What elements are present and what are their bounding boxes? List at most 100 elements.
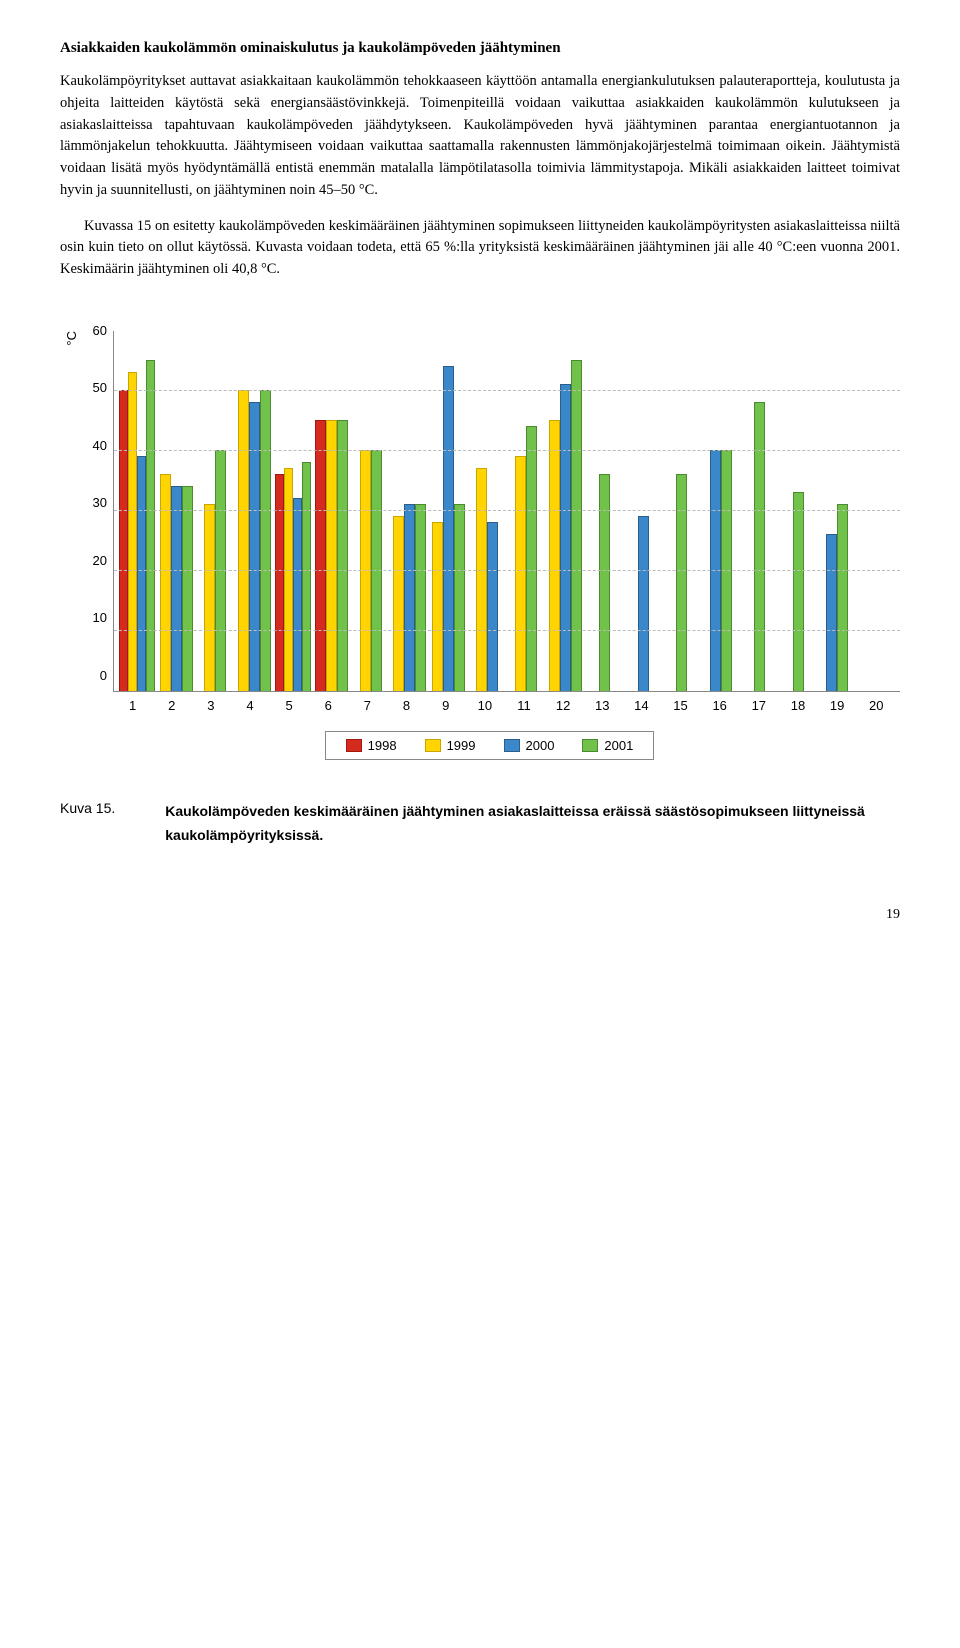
bar-2000: [249, 402, 260, 691]
bar-2000: [638, 516, 649, 691]
x-tick: 16: [702, 698, 738, 713]
x-axis-ticks: 1234567891011121314151617181920: [79, 692, 900, 713]
x-tick: 2: [154, 698, 190, 713]
legend-item: 1998: [346, 738, 397, 753]
bar-group: [236, 390, 272, 691]
gridline: [114, 390, 900, 391]
x-tick: 18: [780, 698, 816, 713]
legend-swatch: [425, 739, 441, 752]
bar-2001: [182, 486, 193, 691]
bar-1999: [515, 456, 526, 691]
bar-2001: [599, 474, 610, 691]
bar-group: [469, 468, 505, 691]
x-tick: 17: [741, 698, 777, 713]
gridline: [114, 630, 900, 631]
legend-item: 2000: [504, 738, 555, 753]
plot-area: [113, 331, 900, 692]
legend-label: 2001: [604, 738, 633, 753]
bar-group: [508, 426, 544, 691]
x-tick: 10: [467, 698, 503, 713]
x-tick: 7: [349, 698, 385, 713]
bar-group: [781, 492, 817, 691]
figure-text: Kaukolämpöveden keskimääräinen jäähtymin…: [165, 800, 900, 848]
bar-group: [119, 360, 155, 691]
bar-2001: [415, 504, 426, 691]
section-heading: Asiakkaiden kaukolämmön ominaiskulutus j…: [60, 40, 900, 57]
chart-legend: 1998 1999 2000 2001: [325, 731, 655, 760]
legend-label: 1999: [447, 738, 476, 753]
x-tick: 13: [584, 698, 620, 713]
bar-2000: [560, 384, 571, 691]
paragraph-1: Kaukolämpöyritykset auttavat asiakkaitaa…: [60, 71, 900, 202]
figure-caption: Kuva 15. Kaukolämpöveden keskimääräinen …: [60, 800, 900, 848]
x-tick: 19: [819, 698, 855, 713]
bar-group: [664, 474, 700, 691]
bar-1998: [119, 390, 128, 691]
bar-2000: [293, 498, 302, 691]
x-tick: 8: [389, 698, 425, 713]
bar-group: [392, 504, 428, 691]
legend-item: 2001: [582, 738, 633, 753]
bar-2001: [337, 420, 348, 691]
bar-group: [742, 402, 778, 691]
bar-1999: [238, 390, 249, 691]
y-axis-label: °C: [60, 331, 79, 526]
bar-group: [819, 504, 855, 691]
x-tick: 14: [623, 698, 659, 713]
bar-2001: [526, 426, 537, 691]
bar-2000: [443, 366, 454, 691]
y-tick: 60: [79, 323, 107, 338]
bar-2000: [404, 504, 415, 691]
legend-swatch: [504, 739, 520, 752]
y-tick: 10: [79, 610, 107, 625]
page-number: 19: [60, 907, 900, 923]
bar-1999: [476, 468, 487, 691]
legend-label: 2000: [526, 738, 555, 753]
y-axis-ticks: 6050403020100: [79, 323, 113, 683]
bar-1999: [326, 420, 337, 691]
x-tick: 9: [428, 698, 464, 713]
y-tick: 20: [79, 553, 107, 568]
bar-2001: [793, 492, 804, 691]
bar-2000: [137, 456, 146, 691]
y-tick: 30: [79, 495, 107, 510]
x-tick: 3: [193, 698, 229, 713]
paragraph-2: Kuvassa 15 on esitetty kaukolämpöveden k…: [60, 216, 900, 281]
x-tick: 5: [271, 698, 307, 713]
gridline: [114, 510, 900, 511]
bar-group: [275, 462, 311, 691]
bar-2001: [260, 390, 271, 691]
figure-label: Kuva 15.: [60, 800, 115, 848]
bar-2001: [146, 360, 155, 691]
y-tick: 50: [79, 380, 107, 395]
bar-1998: [315, 420, 326, 691]
bar-2001: [454, 504, 465, 691]
legend-item: 1999: [425, 738, 476, 753]
bar-group: [625, 516, 661, 691]
x-tick: 1: [115, 698, 151, 713]
bar-2000: [487, 522, 498, 691]
x-tick: 11: [506, 698, 542, 713]
chart-container: °C 6050403020100 12345678910111213141516…: [60, 331, 900, 760]
bar-1999: [549, 420, 560, 691]
x-tick: 20: [858, 698, 894, 713]
bar-group: [431, 366, 467, 691]
bar-2001: [837, 504, 848, 691]
legend-swatch: [346, 739, 362, 752]
bar-1999: [160, 474, 171, 691]
bar-1999: [284, 468, 293, 691]
gridline: [114, 450, 900, 451]
bar-group: [586, 474, 622, 691]
x-tick: 12: [545, 698, 581, 713]
gridline: [114, 570, 900, 571]
bar-group: [158, 474, 194, 691]
bar-1999: [128, 372, 137, 691]
bar-group: [314, 420, 350, 691]
bar-2001: [754, 402, 765, 691]
bar-group: [547, 360, 583, 691]
bar-1999: [393, 516, 404, 691]
bar-2000: [171, 486, 182, 691]
x-tick: 6: [310, 698, 346, 713]
legend-label: 1998: [368, 738, 397, 753]
legend-swatch: [582, 739, 598, 752]
